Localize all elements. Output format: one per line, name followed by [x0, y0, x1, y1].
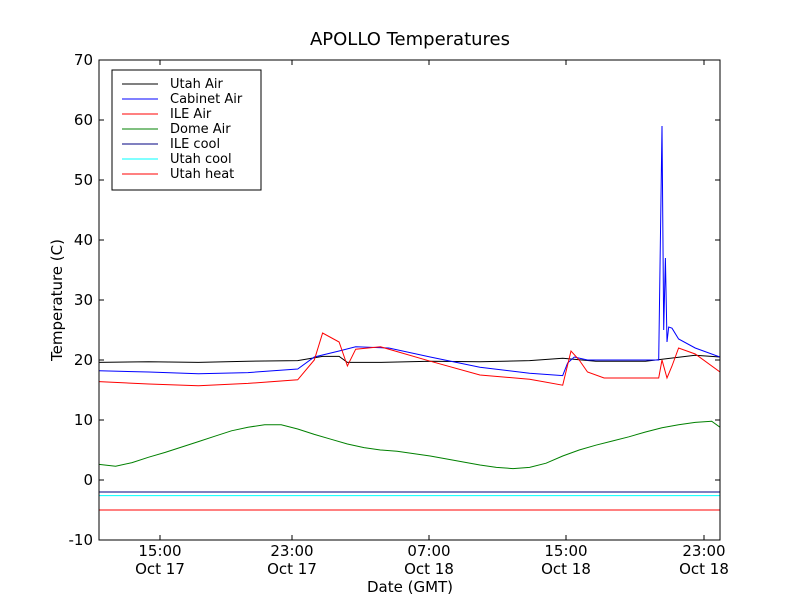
y-tick-label: 10 [74, 411, 93, 429]
chart-title: APOLLO Temperatures [310, 29, 510, 50]
y-tick-label: 60 [74, 111, 93, 129]
legend-label: Utah heat [170, 167, 234, 182]
x-tick-label-date: Oct 18 [541, 560, 591, 578]
series-layer [99, 125, 720, 511]
y-tick-label: 20 [74, 351, 93, 369]
x-tick-label-time: 23:00 [270, 542, 313, 560]
legend-label: Utah Air [170, 77, 223, 92]
x-tick-label-time: 23:00 [682, 542, 725, 560]
y-axis-label: Temperature (C) [48, 239, 66, 362]
y-tick-label: 0 [83, 471, 93, 489]
legend-label: ILE Air [170, 107, 212, 122]
y-tick-label: 30 [74, 291, 93, 309]
x-tick-label-date: Oct 17 [267, 560, 317, 578]
y-axis: 70 60 50 40 30 20 10 0 -10 [69, 51, 720, 549]
series-line-dome-air [99, 420, 720, 470]
x-tick-label-time: 07:00 [407, 542, 450, 560]
y-tick-label: -10 [69, 531, 94, 549]
x-tick-label-date: Oct 18 [404, 560, 454, 578]
x-tick-label-time: 15:00 [544, 542, 587, 560]
legend-label: Utah cool [170, 152, 232, 167]
x-axis-label: Date (GMT) [367, 578, 453, 596]
x-tick-label-date: Oct 17 [135, 560, 185, 578]
legend-label: Dome Air [170, 122, 231, 137]
y-tick-label: 50 [74, 171, 93, 189]
series-line-ile-air [99, 332, 720, 387]
x-tick-label-date: Oct 18 [679, 560, 729, 578]
y-tick-label: 40 [74, 231, 93, 249]
legend-label: ILE cool [170, 137, 220, 152]
x-tick-label-time: 15:00 [138, 542, 181, 560]
y-tick-label: 70 [74, 51, 93, 69]
legend-box [111, 69, 262, 191]
legend-label: Cabinet Air [170, 92, 243, 107]
series-line-utah-air [99, 354, 720, 363]
